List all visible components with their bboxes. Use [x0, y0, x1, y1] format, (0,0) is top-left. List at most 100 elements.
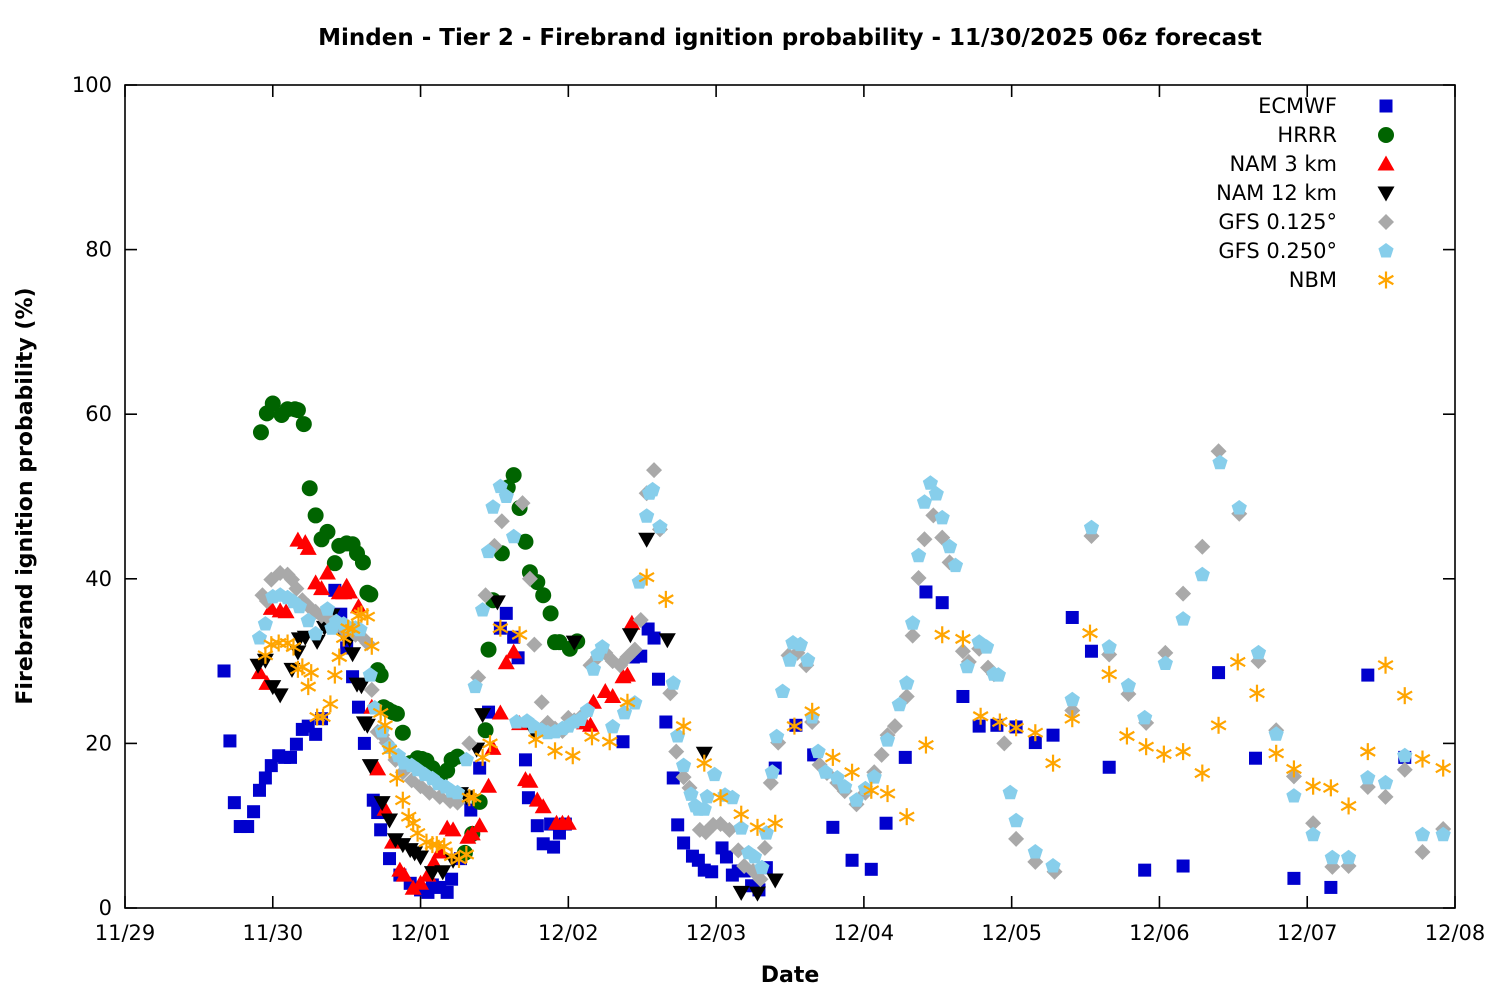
data-point-ecmwf	[473, 761, 487, 775]
data-points-layer	[217, 395, 1452, 902]
data-point-gfs-0-250	[645, 481, 661, 497]
data-point-ecmwf	[547, 840, 561, 854]
data-point-nam-12-km	[344, 647, 362, 663]
data-point-gfs-0-250	[1212, 454, 1228, 470]
data-point-gfs-0-125	[1175, 585, 1192, 602]
x-tick-label: 12/08	[1425, 921, 1486, 945]
data-point-gfs-0-125	[461, 735, 478, 752]
data-point-gfs-0-250	[458, 751, 474, 767]
data-point-nam-12-km	[748, 886, 766, 902]
data-point-nam-3-km	[559, 814, 577, 830]
data-point-ecmwf	[309, 727, 323, 741]
data-point-ecmwf	[879, 816, 893, 830]
data-point-gfs-0-250	[1414, 826, 1431, 842]
data-point-gfs-0-125	[521, 570, 538, 587]
data-point-ecmwf	[705, 865, 719, 879]
data-point-nbm	[1377, 656, 1394, 674]
data-point-gfs-0-125	[675, 769, 692, 786]
x-axis-label: Date	[761, 963, 820, 988]
x-tick-label: 12/05	[981, 921, 1042, 945]
data-point-gfs-0-250	[683, 786, 699, 801]
data-point-nam-12-km	[264, 680, 282, 696]
data-point-ecmwf	[284, 750, 298, 764]
data-point-ecmwf	[252, 783, 266, 797]
data-point-nbm	[1175, 743, 1192, 761]
data-point-gfs-0-125	[910, 569, 927, 586]
data-point-gfs-0-125	[730, 842, 747, 859]
data-point-nam-12-km	[358, 718, 376, 734]
data-point-nbm	[1268, 744, 1285, 762]
data-point-nbm	[394, 791, 411, 809]
data-point-ecmwf	[972, 719, 986, 733]
data-point-gfs-0-250	[1002, 784, 1018, 800]
legend-label-hrrr: HRRR	[1277, 123, 1337, 147]
data-point-gfs-0-250	[506, 528, 522, 544]
data-point-gfs-0-250	[990, 667, 1006, 682]
data-point-nbm	[1082, 624, 1098, 642]
data-point-gfs-0-250	[942, 538, 958, 554]
data-point-gfs-0-125	[288, 580, 305, 597]
data-point-nam-12-km	[283, 662, 301, 678]
data-point-gfs-0-250	[1341, 849, 1357, 865]
data-point-nbm	[638, 568, 655, 586]
data-point-gfs-0-250	[837, 779, 853, 794]
data-point-ecmwf	[1249, 751, 1262, 765]
data-point-gfs-0-125	[1305, 815, 1322, 832]
data-point-ecmwf	[666, 771, 680, 785]
data-point-nam-3-km	[313, 580, 331, 596]
data-point-gfs-0-250	[758, 825, 774, 840]
data-point-hrrr	[301, 480, 318, 497]
legend-label-gfs0125: GFS 0.125°	[1218, 210, 1337, 234]
y-tick-label: 60	[85, 402, 112, 426]
data-point-hrrr	[372, 667, 389, 684]
data-point-gfs-0-125	[1414, 844, 1431, 861]
data-point-ecmwf	[264, 759, 278, 773]
data-point-gfs-0-250	[1175, 611, 1191, 626]
data-point-nam-3-km	[582, 716, 599, 732]
data-point-gfs-0-250	[585, 661, 602, 676]
data-point-gfs-0-125	[904, 627, 921, 644]
data-point-nam-3-km	[250, 664, 268, 680]
data-point-ecmwf	[935, 596, 949, 610]
data-point-gfs-0-250	[485, 499, 501, 514]
data-point-gfs-0-250	[934, 509, 950, 525]
data-point-gfs-0-250	[352, 621, 368, 637]
data-point-hrrr	[307, 507, 324, 524]
data-point-gfs-0-250	[928, 486, 944, 501]
data-point-gfs-0-250	[498, 488, 514, 503]
data-point-ecmwf	[247, 805, 261, 819]
data-point-gfs-0-125	[514, 495, 531, 512]
legend: ECMWF HRRR NAM 3 km NAM 12 km GFS 0.125°…	[1216, 94, 1395, 292]
data-point-gfs-0-250	[696, 801, 712, 816]
data-point-gfs-0-125	[626, 641, 643, 658]
data-point-nam-3-km	[618, 666, 636, 682]
data-point-ecmwf	[659, 715, 673, 729]
data-point-gfs-0-250	[782, 652, 798, 667]
data-point-ecmwf	[956, 689, 970, 703]
data-point-gfs-0-125	[1377, 788, 1394, 805]
data-point-gfs-0-250	[848, 792, 865, 807]
data-point-gfs-0-250	[251, 630, 268, 645]
data-point-ecmwf	[499, 606, 513, 620]
data-point-gfs-0-250	[947, 557, 964, 573]
data-point-gfs-0-125	[646, 462, 663, 479]
data-point-gfs-0-250	[639, 508, 655, 523]
data-point-gfs-0-250	[733, 820, 749, 835]
data-point-nbm	[991, 713, 1008, 731]
data-point-nbm	[1210, 716, 1227, 734]
data-point-nam-3-km	[376, 800, 394, 816]
data-point-gfs-0-250	[922, 475, 938, 490]
data-point-nbm	[1435, 759, 1452, 777]
data-point-hrrr	[354, 554, 371, 571]
tick-marks	[124, 84, 1456, 909]
data-point-ecmwf	[845, 853, 859, 867]
data-point-gfs-0-125	[1210, 443, 1227, 460]
legend-label-gfs0250: GFS 0.250°	[1218, 239, 1337, 263]
data-point-gfs-0-250	[899, 675, 915, 690]
data-point-ecmwf	[521, 791, 535, 805]
data-point-nbm	[372, 704, 389, 722]
data-point-gfs-0-125	[1008, 830, 1025, 847]
data-point-ecmwf	[647, 631, 661, 645]
data-point-nbm	[1322, 779, 1339, 797]
data-point-gfs-0-250	[492, 478, 508, 494]
